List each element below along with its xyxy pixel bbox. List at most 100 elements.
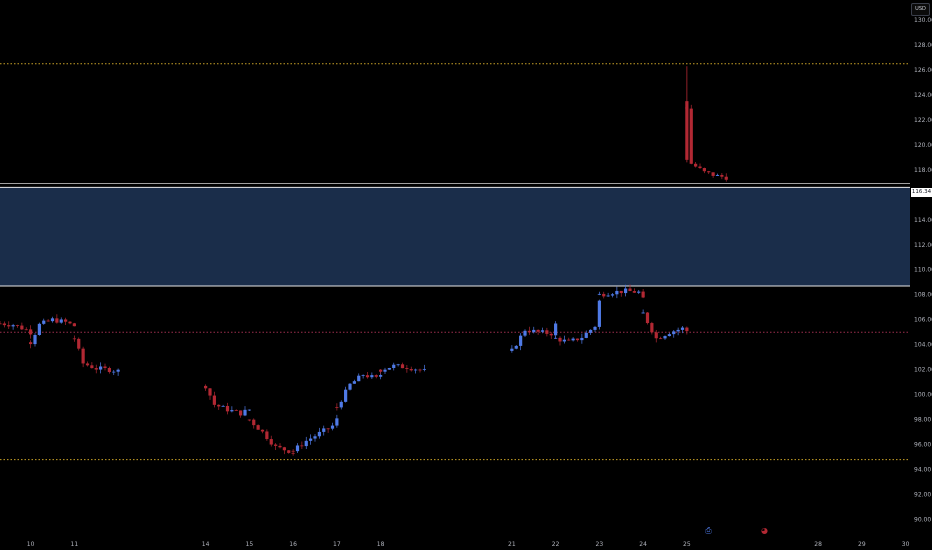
- candle-body-128[interactable]: [685, 327, 689, 332]
- candle-body-46[interactable]: [269, 439, 273, 445]
- demand-zone[interactable]: [0, 187, 910, 286]
- candle-body-133[interactable]: [702, 168, 706, 172]
- candle-body-75[interactable]: [383, 369, 387, 372]
- candle-body-59[interactable]: [322, 428, 326, 432]
- candle-body-121[interactable]: [654, 332, 658, 339]
- candle-body-127[interactable]: [680, 327, 685, 330]
- candle-body-49[interactable]: [282, 447, 286, 451]
- candle-body-21[interactable]: [81, 348, 85, 364]
- candle-body-16[interactable]: [64, 319, 68, 322]
- candle-body-88[interactable]: [523, 330, 527, 336]
- candle-body-58[interactable]: [317, 431, 321, 437]
- candle-body-124[interactable]: [667, 334, 671, 337]
- candle-body-76[interactable]: [387, 368, 391, 370]
- candle-body-73[interactable]: [379, 375, 383, 377]
- candle-body-97[interactable]: [558, 337, 562, 342]
- candle-body-85[interactable]: [510, 348, 514, 351]
- dividend-icon[interactable]: ◕: [761, 526, 768, 535]
- candle-body-37[interactable]: [234, 410, 238, 411]
- currency-badge[interactable]: USD: [911, 3, 930, 16]
- candle-body-123[interactable]: [663, 336, 667, 339]
- candle-body-62[interactable]: [335, 418, 339, 426]
- candle-body-10[interactable]: [37, 323, 41, 335]
- candle-body-24[interactable]: [94, 368, 98, 370]
- candle-body-47[interactable]: [274, 444, 278, 446]
- candle-body-32[interactable]: [212, 395, 216, 405]
- candle-body-45[interactable]: [265, 431, 269, 440]
- candle-body-132[interactable]: [698, 166, 702, 169]
- candle-body-78[interactable]: [396, 364, 400, 366]
- candle-body-40[interactable]: [247, 409, 251, 411]
- candle-body-6[interactable]: [24, 329, 28, 331]
- candle-body-108[interactable]: [602, 293, 606, 297]
- candle-body-18[interactable]: [72, 323, 76, 327]
- candle-body-114[interactable]: [628, 288, 632, 292]
- candle-body-30[interactable]: [204, 385, 208, 389]
- candle-body-115[interactable]: [632, 291, 636, 293]
- candle-body-53[interactable]: [295, 445, 300, 452]
- candle-body-27[interactable]: [107, 368, 111, 373]
- candle-body-90[interactable]: [532, 329, 536, 333]
- candle-body-120[interactable]: [650, 323, 654, 333]
- candle-body-44[interactable]: [260, 429, 265, 432]
- candle-body-79[interactable]: [400, 364, 405, 369]
- candle-body-83[interactable]: [418, 369, 422, 371]
- candle-body-38[interactable]: [239, 410, 243, 416]
- candle-body-131[interactable]: [694, 163, 698, 167]
- price-axis[interactable]: 90.00 92.00 94.00 96.00 98.00 100.00 102.00 104…: [914, 17, 932, 524]
- candle-body-113[interactable]: [624, 288, 628, 294]
- candle-body-94[interactable]: [549, 333, 553, 336]
- candle-body-106[interactable]: [597, 300, 601, 327]
- candle-body-33[interactable]: [217, 404, 221, 407]
- candle-body-65[interactable]: [344, 389, 348, 402]
- candle-body-103[interactable]: [584, 332, 588, 338]
- candle-body-15[interactable]: [59, 319, 63, 323]
- candle-body-119[interactable]: [645, 312, 650, 324]
- candle-body-17[interactable]: [68, 321, 72, 324]
- candle-body-7[interactable]: [29, 329, 33, 335]
- candle-body-107[interactable]: [597, 293, 601, 295]
- earnings-icon[interactable]: ⎙: [705, 526, 712, 535]
- candle-body-105[interactable]: [593, 326, 597, 330]
- candle-body-1[interactable]: [2, 323, 6, 326]
- candle-body-50[interactable]: [287, 450, 291, 453]
- candle-body-5[interactable]: [20, 325, 24, 330]
- candle-body-110[interactable]: [610, 294, 615, 296]
- candle-body-52[interactable]: [291, 450, 295, 452]
- candle-body-14[interactable]: [55, 318, 59, 323]
- candle-body-60[interactable]: [326, 428, 330, 430]
- candle-body-91[interactable]: [536, 329, 540, 332]
- candle-body-77[interactable]: [392, 364, 396, 369]
- candle-body-67[interactable]: [352, 381, 356, 384]
- candle-body-22[interactable]: [85, 363, 90, 366]
- candle-body-8[interactable]: [29, 342, 33, 345]
- candle-body-69[interactable]: [361, 375, 365, 377]
- candle-body-71[interactable]: [370, 375, 374, 378]
- candle-body-34[interactable]: [221, 405, 225, 407]
- candle-body-101[interactable]: [575, 338, 580, 341]
- candle-body-118[interactable]: [641, 312, 645, 314]
- candle-body-29[interactable]: [116, 369, 120, 372]
- candle-body-26[interactable]: [103, 366, 107, 369]
- candle-body-72[interactable]: [374, 375, 378, 377]
- candle-body-81[interactable]: [409, 369, 413, 371]
- candle-body-116[interactable]: [637, 291, 641, 293]
- candle-body-109[interactable]: [606, 295, 610, 297]
- spike-candle[interactable]: [685, 101, 689, 160]
- candle-body-96[interactable]: [554, 337, 558, 339]
- candle-body-61[interactable]: [330, 425, 335, 429]
- candle-body-86[interactable]: [514, 345, 518, 349]
- candle-body-84[interactable]: [422, 368, 426, 370]
- candle-body-135[interactable]: [711, 172, 715, 176]
- candle-body-122[interactable]: [659, 338, 663, 340]
- candle-body-99[interactable]: [567, 339, 571, 341]
- candle-body-66[interactable]: [348, 383, 352, 390]
- candle-body-35[interactable]: [225, 405, 230, 412]
- candle-body-55[interactable]: [304, 440, 308, 447]
- candle-body-100[interactable]: [571, 338, 575, 341]
- candle-body-56[interactable]: [309, 438, 313, 441]
- candle-body-126[interactable]: [676, 329, 680, 332]
- candle-body-63[interactable]: [335, 407, 339, 408]
- candle-body-11[interactable]: [42, 320, 46, 324]
- candle-body-80[interactable]: [405, 368, 409, 370]
